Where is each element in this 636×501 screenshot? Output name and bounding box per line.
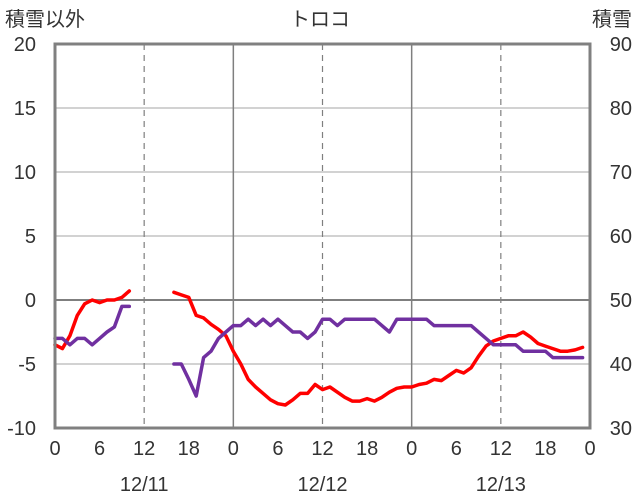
date-label: 12/11 (120, 474, 169, 496)
x-tick-label: 0 (228, 438, 239, 460)
right-axis-ticks: 90 80 70 60 50 40 30 (610, 34, 632, 440)
x-tick-label: 18 (356, 438, 378, 460)
right-tick-label: 40 (610, 354, 632, 376)
date-labels: 12/11 12/12 12/13 (120, 474, 526, 496)
series-1-line-segment-1 (172, 317, 585, 398)
x-tick-label: 0 (49, 438, 60, 460)
x-tick-label: 12 (133, 438, 155, 460)
left-tick-label: 0 (25, 290, 36, 312)
left-tick-label: -5 (18, 354, 36, 376)
right-tick-label: 50 (610, 290, 632, 312)
x-tick-label: 0 (584, 438, 595, 460)
date-label: 12/13 (476, 474, 526, 496)
left-tick-label: 20 (14, 34, 36, 56)
series-1-line-segment-0 (53, 304, 132, 347)
right-tick-label: 80 (610, 98, 632, 120)
left-tick-label: -10 (7, 418, 36, 440)
x-tick-label: 0 (406, 438, 417, 460)
x-tick-label: 12 (311, 438, 333, 460)
right-tick-label: 30 (610, 418, 632, 440)
right-tick-label: 60 (610, 226, 632, 248)
left-tick-label: 15 (14, 98, 36, 120)
series-0-line-segment-1 (172, 290, 585, 407)
series-0-line-segment-0 (53, 289, 132, 351)
right-tick-label: 90 (610, 34, 632, 56)
x-axis-ticks: 0 6 12 18 0 6 12 18 0 6 12 18 0 (49, 438, 595, 460)
x-tick-label: 6 (94, 438, 105, 460)
plot-frame (53, 42, 592, 430)
left-axis-label: 積雪以外 (5, 7, 85, 31)
left-tick-label: 5 (25, 226, 36, 248)
gridlines (55, 44, 590, 428)
right-tick-label: 70 (610, 162, 632, 184)
left-tick-label: 10 (14, 162, 36, 184)
chart-title: トロコ (290, 7, 350, 31)
x-tick-label: 18 (534, 438, 556, 460)
right-axis-label: 積雪 (592, 7, 632, 31)
x-tick-label: 18 (178, 438, 200, 460)
left-axis-ticks: 20 15 10 5 0 -5 -10 (7, 34, 36, 440)
x-tick-label: 6 (272, 438, 283, 460)
x-tick-label: 12 (490, 438, 512, 460)
date-label: 12/12 (297, 474, 347, 496)
series-layer (53, 289, 585, 407)
x-tick-label: 6 (451, 438, 462, 460)
